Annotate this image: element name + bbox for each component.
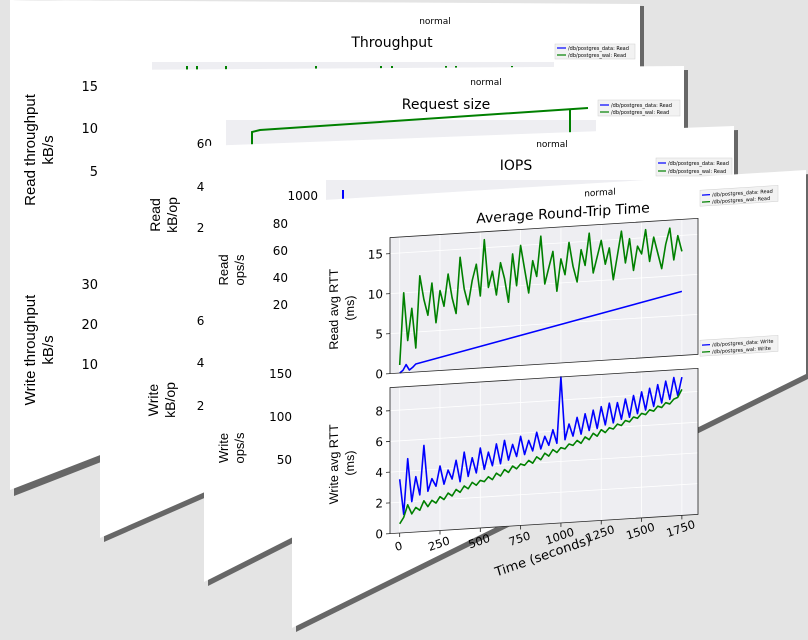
y-axis-label-line: (ms) bbox=[343, 295, 357, 321]
y-tick: 20 bbox=[81, 318, 98, 333]
y-tick: 10 bbox=[81, 122, 98, 137]
page-title: Throughput bbox=[350, 35, 433, 51]
series-line bbox=[398, 227, 683, 366]
y-axis-label-line: Write avg RTT bbox=[327, 423, 341, 504]
top-y-label: Read throughput kB/s bbox=[22, 93, 57, 206]
y-tick-label: 0 bbox=[375, 367, 383, 381]
legend bbox=[554, 43, 636, 60]
gridline-y bbox=[390, 421, 698, 442]
read-rtt-panel: 0 5 10 15 Read avg RTT (ms) bbox=[327, 217, 699, 382]
page-title: IOPS bbox=[500, 158, 533, 174]
legend-write: /db/postgres_data: Write /db/postgres_wa… bbox=[699, 335, 779, 357]
y-tick: 50 bbox=[277, 453, 292, 467]
y-axis-label-line: (ms) bbox=[343, 450, 357, 476]
gridline-y bbox=[390, 391, 698, 412]
legend-label-data: /db/postgres_data: Read bbox=[712, 189, 773, 199]
y-label-line1: Write bbox=[145, 384, 161, 417]
legend-swatch-wal bbox=[702, 351, 710, 353]
y-label-line2: kB/s bbox=[40, 135, 57, 164]
y-label-line2: ops/s bbox=[232, 254, 247, 286]
x-tick-label: 1750 bbox=[665, 517, 697, 540]
y-tick: 60 bbox=[273, 244, 288, 258]
gridline-y bbox=[390, 313, 698, 335]
top-y-label: Read kB/op bbox=[147, 197, 180, 233]
y-label-line2: kB/s bbox=[40, 335, 57, 364]
y-label-line1: Write bbox=[216, 433, 231, 463]
y-label-line2: kB/op bbox=[162, 382, 178, 418]
report-page-avg-rtt: normal Average Round-Trip Time /db/postg… bbox=[292, 170, 808, 632]
legend-label-data: /db/postgres_data: Read bbox=[611, 103, 672, 109]
y-tick: 150 bbox=[269, 367, 292, 381]
y-tick-label: 4 bbox=[375, 466, 383, 480]
y-tick: 5 bbox=[90, 165, 98, 180]
y-tick: 80 bbox=[273, 217, 288, 231]
y-axis-label: Read avg RTT (ms) bbox=[327, 268, 357, 350]
y-axis-label-line: Read avg RTT bbox=[327, 268, 341, 350]
y-tick: 20 bbox=[273, 298, 288, 312]
plot-area bbox=[390, 368, 698, 534]
write-rtt-panel: 0 2 4 6 8 Write avg RTT (ms) bbox=[327, 367, 699, 542]
y-label-line2: kB/op bbox=[164, 197, 180, 233]
legend-swatch-data bbox=[702, 194, 710, 196]
legend-swatch-wal bbox=[702, 201, 710, 203]
legend-label-data: /db/postgres_data: Read bbox=[668, 161, 729, 167]
y-tick-label: 15 bbox=[368, 247, 383, 262]
y-tick: 15 bbox=[81, 80, 98, 95]
legend bbox=[699, 185, 779, 207]
legend-label-data: /db/postgres_data: Read bbox=[568, 46, 629, 52]
y-tick-label: 5 bbox=[375, 327, 383, 341]
y-tick: 30 bbox=[81, 278, 98, 293]
legend-label-wal: /db/postgres_wal: Read bbox=[712, 196, 770, 206]
y-axis-label: Write avg RTT (ms) bbox=[327, 423, 357, 504]
y-tick: 40 bbox=[273, 271, 288, 285]
x-tick-label: 0 bbox=[393, 538, 404, 554]
legend-label-wal: /db/postgres_wal: Write bbox=[712, 346, 771, 356]
y-label-line1: Read bbox=[216, 254, 231, 285]
page-condition-label: normal bbox=[470, 78, 502, 88]
y-label-line2: ops/s bbox=[232, 432, 247, 464]
bottom-y-label: Write ops/s bbox=[216, 432, 247, 464]
legend-read: /db/postgres_data: Read /db/postgres_wal… bbox=[699, 185, 779, 207]
y-tick: 10 bbox=[81, 358, 98, 373]
legend-label-data: /db/postgres_data: Write bbox=[712, 339, 774, 349]
y-label-line1: Write throughput bbox=[22, 294, 39, 405]
legend bbox=[597, 99, 681, 117]
y-tick-label: 6 bbox=[375, 435, 383, 449]
y-tick-label: 0 bbox=[375, 527, 383, 541]
series-line bbox=[399, 290, 683, 374]
page-condition-label: normal bbox=[536, 140, 568, 150]
gridline-y bbox=[390, 483, 698, 504]
y-tick-label: 8 bbox=[375, 404, 383, 418]
plot-frame bbox=[389, 367, 699, 535]
y-tick: 1000 bbox=[287, 189, 318, 203]
y-label-line1: Read bbox=[147, 198, 163, 231]
top-y-label: Read ops/s bbox=[216, 254, 247, 286]
page-title: Request size bbox=[402, 97, 490, 113]
page-condition-label: normal bbox=[584, 188, 616, 200]
legend-label-wal: /db/postgres_wal: Read bbox=[611, 110, 669, 116]
plot-frame bbox=[389, 217, 699, 375]
legend-label-wal: /db/postgres_wal: Read bbox=[568, 53, 626, 59]
x-tick-label: 1500 bbox=[624, 520, 656, 543]
legend bbox=[655, 157, 733, 177]
series-line bbox=[399, 389, 683, 525]
x-tick-label: 750 bbox=[507, 528, 532, 549]
series-line bbox=[398, 376, 683, 516]
y-tick-label: 10 bbox=[368, 287, 383, 302]
bottom-y-label: Write kB/op bbox=[145, 382, 178, 418]
legend-swatch-data bbox=[702, 344, 710, 346]
y-tick-label: 2 bbox=[375, 496, 383, 510]
legend bbox=[699, 335, 779, 357]
plot-area bbox=[390, 218, 698, 374]
y-tick: 100 bbox=[269, 410, 292, 424]
y-label-line1: Read throughput bbox=[22, 93, 39, 206]
legend-label-wal: /db/postgres_wal: Read bbox=[668, 169, 726, 175]
page-condition-label: normal bbox=[419, 17, 451, 27]
bottom-y-label: Write throughput kB/s bbox=[22, 294, 57, 405]
